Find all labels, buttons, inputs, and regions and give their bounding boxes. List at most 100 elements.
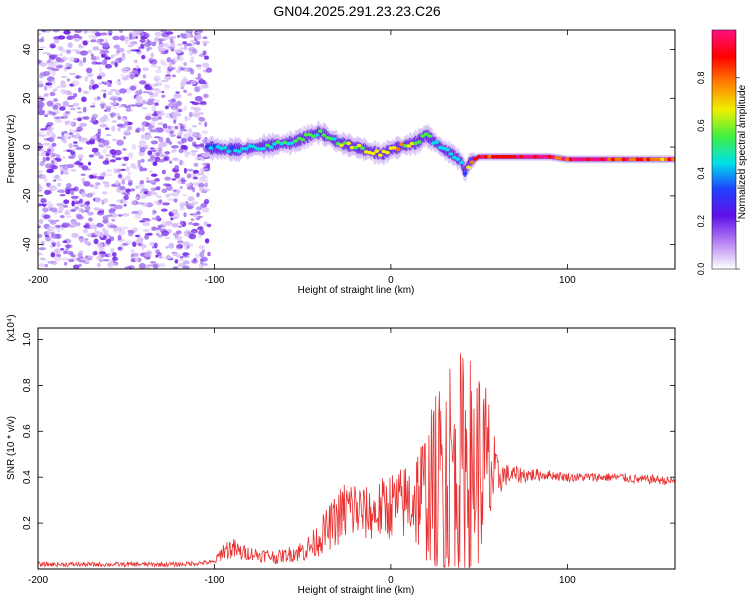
noise-blob — [149, 59, 158, 65]
noise-blob — [173, 157, 179, 162]
noise-blob — [62, 240, 68, 243]
noise-blob — [160, 30, 167, 33]
noise-blob — [133, 166, 139, 170]
noise-blob — [71, 200, 75, 207]
noise-blob — [167, 46, 175, 49]
noise-blob — [101, 53, 106, 58]
noise-blob — [100, 172, 104, 177]
noise-blob — [115, 157, 122, 161]
ridge-core — [462, 171, 468, 176]
noise-blob — [50, 220, 57, 225]
noise-blob — [73, 135, 79, 139]
noise-blob — [110, 89, 117, 92]
noise-blob — [139, 146, 146, 153]
noise-blob — [53, 157, 59, 161]
noise-blob — [181, 137, 188, 143]
noise-blob — [193, 162, 199, 167]
noise-blob — [162, 123, 168, 129]
noise-blob — [75, 222, 81, 227]
noise-blob — [168, 242, 175, 249]
noise-blob — [63, 199, 70, 204]
noise-blob — [192, 222, 200, 226]
ridge-core — [533, 155, 538, 159]
noise-blob — [65, 62, 70, 66]
noise-blob — [139, 180, 145, 185]
y-tick-label: 40 — [22, 44, 33, 56]
noise-blob — [198, 182, 205, 188]
noise-blob — [47, 52, 51, 56]
noise-blob — [70, 169, 77, 172]
ridge-core — [353, 145, 358, 150]
noise-blob — [186, 168, 194, 172]
noise-blob — [175, 230, 182, 235]
noise-blob — [141, 33, 145, 36]
ridge-core — [370, 151, 376, 156]
noise-blob — [150, 52, 154, 58]
noise-blob — [151, 226, 158, 231]
noise-blob — [50, 244, 54, 249]
noise-blob — [38, 233, 43, 238]
spectrogram-frame — [37, 29, 676, 270]
noise-blob — [74, 206, 79, 210]
noise-blob — [102, 171, 106, 178]
noise-blob — [189, 51, 194, 56]
noise-blob — [110, 95, 119, 99]
noise-blob — [38, 82, 42, 86]
noise-blob — [135, 100, 143, 106]
noise-blob — [125, 36, 129, 39]
noise-blob — [164, 127, 169, 134]
noise-blob — [192, 186, 196, 193]
noise-blob — [93, 151, 101, 156]
noise-blob — [38, 32, 41, 36]
noise-blob — [61, 115, 69, 119]
noise-blob — [183, 105, 187, 112]
noise-blob — [118, 123, 127, 129]
noise-blob — [130, 163, 136, 169]
noise-blob — [121, 163, 127, 167]
noise-blob — [104, 181, 110, 188]
noise-blob — [38, 153, 41, 156]
noise-blob — [197, 133, 203, 138]
noise-blob — [126, 49, 132, 54]
noise-blob — [69, 92, 73, 96]
noise-blob — [183, 47, 187, 51]
noise-blob — [78, 263, 82, 267]
noise-blob — [107, 83, 112, 87]
noise-blob — [85, 140, 92, 145]
noise-blob — [186, 183, 191, 187]
noise-blob — [127, 152, 134, 159]
noise-blob — [101, 227, 106, 232]
noise-blob — [84, 201, 90, 206]
noise-blob — [102, 215, 109, 221]
noise-blob — [164, 220, 173, 226]
noise-blob — [150, 155, 156, 160]
ridge-core — [275, 140, 281, 144]
noise-blob — [95, 62, 103, 65]
noise-blob — [124, 129, 131, 133]
noise-blob — [104, 56, 111, 60]
noise-blob — [96, 75, 102, 80]
noise-blob — [191, 131, 198, 138]
noise-blob — [186, 173, 192, 179]
noise-blob — [124, 40, 129, 45]
noise-blob — [116, 168, 123, 172]
ridge-core — [515, 155, 521, 159]
noise-blob — [123, 136, 127, 140]
noise-blob — [163, 50, 169, 55]
snr-y-axis: 0.2 0.4 0.6 0.8 1.0 — [22, 332, 675, 530]
noise-blob — [192, 212, 197, 218]
ridge-core — [360, 146, 366, 150]
noise-blob — [188, 221, 193, 225]
noise-blob — [99, 123, 108, 128]
noise-blob — [123, 204, 127, 207]
noise-blob — [144, 234, 150, 240]
noise-blob — [161, 188, 168, 193]
noise-blob — [147, 126, 153, 131]
noise-blob — [73, 37, 81, 42]
noise-blob — [142, 91, 150, 94]
noise-blob — [139, 30, 144, 33]
noise-blob — [187, 202, 195, 209]
noise-blob — [142, 67, 149, 72]
noise-blob — [44, 236, 52, 242]
noise-blob — [112, 252, 117, 257]
